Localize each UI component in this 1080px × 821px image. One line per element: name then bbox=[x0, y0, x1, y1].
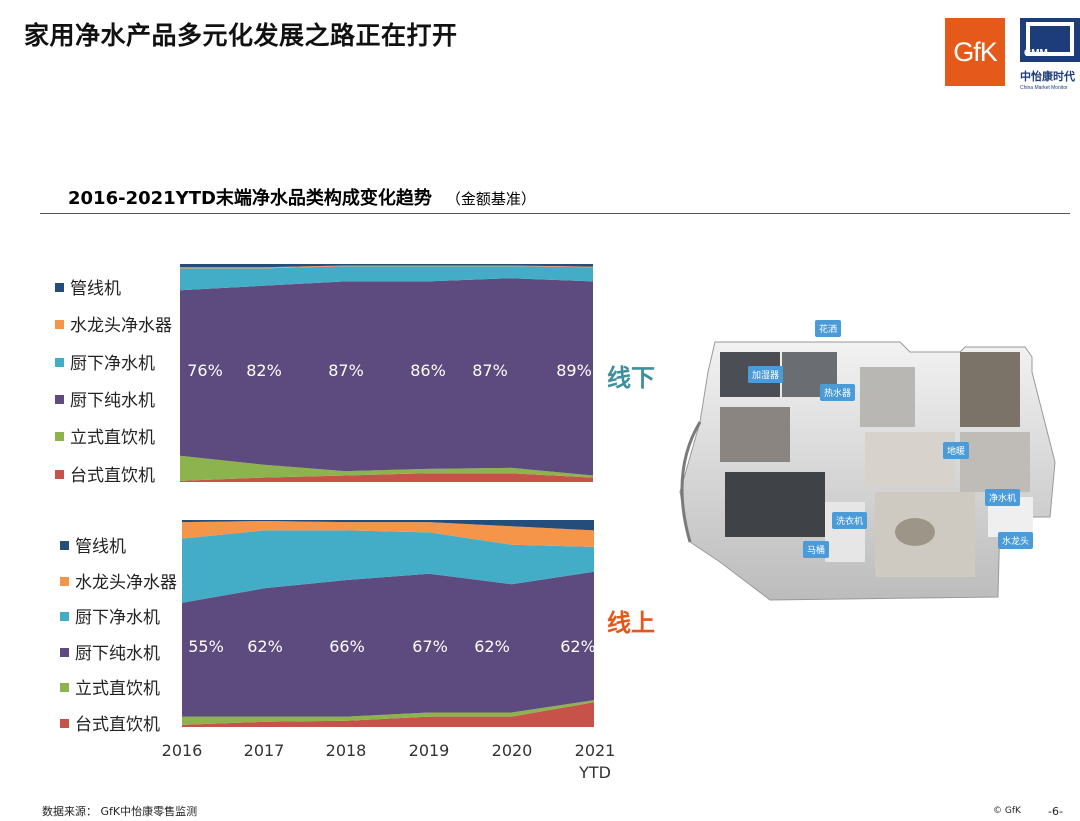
legend-item: 管线机 bbox=[55, 274, 121, 299]
floorplan-tag-faucet: 水龙头 bbox=[998, 532, 1034, 549]
legend-swatch bbox=[55, 357, 64, 367]
legend-label: 管线机 bbox=[70, 279, 121, 299]
chart-subtitle: （金额基准） bbox=[445, 190, 536, 208]
legend-label: 厨下净水机 bbox=[70, 353, 155, 374]
chart-title-text: 2016-2021YTD末端净水品类构成变化趋势 bbox=[68, 188, 432, 209]
gfk-logo: GfK bbox=[945, 18, 1005, 86]
data-label: 55% bbox=[188, 637, 224, 656]
legend-label: 水龙头净水器 bbox=[70, 316, 172, 337]
legend-label: 台式直饮机 bbox=[70, 465, 155, 486]
legend-swatch bbox=[60, 612, 69, 621]
legend-item: 厨下纯水机 bbox=[55, 386, 155, 411]
area-series-厨下净水机 bbox=[180, 266, 593, 291]
floorplan-tag-toilet: 马桶 bbox=[803, 541, 830, 558]
x-tick-label: 2018 bbox=[326, 741, 367, 760]
data-label: 82% bbox=[246, 361, 282, 380]
area-series-立式直饮机 bbox=[180, 455, 593, 481]
data-label: 87% bbox=[328, 361, 364, 380]
page-title: 家用净水产品多元化发展之路正在打开 bbox=[24, 21, 458, 50]
gfk-logo-text: GfK bbox=[953, 36, 998, 67]
data-label: 62% bbox=[560, 637, 596, 656]
legend-label: 厨下纯水机 bbox=[70, 390, 155, 411]
cmm-logo-cn: 中怡康时代 bbox=[1020, 70, 1075, 83]
legend-item: 水龙头净水器 bbox=[60, 568, 177, 593]
floorplan-tag-humidifier: 加湿器 bbox=[748, 366, 784, 383]
legend-label: 台式直饮机 bbox=[75, 714, 160, 735]
legend-item: 水龙头净水器 bbox=[55, 311, 172, 336]
legend-swatch bbox=[60, 718, 69, 728]
page-number: -6- bbox=[1048, 805, 1063, 818]
legend-swatch bbox=[60, 541, 69, 550]
cmm-logo: CMM 中怡康时代 China Market Monitor bbox=[1020, 18, 1080, 98]
area-series-厨下纯水机 bbox=[180, 278, 593, 476]
house-floorplan-illustration: 花洒 加湿器 热水器 地暖 净水机 洗衣机 马桶 水龙头 bbox=[660, 312, 1065, 611]
offline-channel-label: 线下 bbox=[607, 364, 655, 392]
cmm-logo-box-text: CMM bbox=[1024, 48, 1048, 59]
x-tick-label: 2020 bbox=[492, 741, 533, 760]
area-series-水龙头净水器 bbox=[182, 521, 594, 547]
legend-item: 台式直饮机 bbox=[55, 461, 155, 486]
data-label: 67% bbox=[412, 637, 448, 656]
legend-swatch bbox=[55, 283, 64, 292]
data-label: 89% bbox=[556, 361, 592, 380]
legend-item: 管线机 bbox=[60, 532, 126, 557]
floorplan-tag-water-heater: 热水器 bbox=[820, 384, 856, 401]
floorplan-tag-shower: 花洒 bbox=[815, 320, 842, 337]
data-label: 76% bbox=[187, 361, 223, 380]
legend-swatch bbox=[60, 647, 69, 657]
area-series-管线机 bbox=[182, 520, 594, 531]
area-series-水龙头净水器 bbox=[180, 265, 593, 269]
legend-swatch bbox=[60, 576, 69, 586]
data-source-note: 数据来源： GfK中怡康零售监测 bbox=[42, 805, 198, 818]
data-label: 62% bbox=[474, 637, 510, 656]
online-channel-label: 线上 bbox=[607, 609, 655, 637]
legend-item: 厨下净水机 bbox=[60, 603, 160, 628]
cmm-logo-mark: CMM bbox=[1020, 18, 1080, 62]
x-tick-label: 2019 bbox=[409, 741, 450, 760]
offline-area-chart: 76% 82% 87% 86% 87% 89% bbox=[180, 264, 593, 482]
area-series-台式直饮机 bbox=[180, 473, 593, 482]
legend-item: 厨下纯水机 bbox=[60, 639, 160, 664]
area-series-厨下净水机 bbox=[182, 530, 594, 603]
chart-title: 2016-2021YTD末端净水品类构成变化趋势 （金额基准） bbox=[68, 184, 536, 210]
data-label: 86% bbox=[410, 361, 446, 380]
legend-item: 立式直饮机 bbox=[55, 423, 155, 448]
legend-label: 厨下净水机 bbox=[75, 608, 160, 628]
legend-swatch bbox=[55, 469, 64, 479]
x-tick-label: 2021 bbox=[575, 741, 616, 760]
floorplan-tag-washer: 洗衣机 bbox=[832, 512, 868, 529]
legend-swatch bbox=[55, 394, 64, 404]
legend-item: 立式直饮机 bbox=[60, 674, 160, 699]
data-label: 66% bbox=[329, 637, 365, 656]
legend-label: 管线机 bbox=[75, 537, 126, 557]
legend-label: 立式直饮机 bbox=[70, 428, 155, 449]
legend-swatch bbox=[55, 432, 64, 442]
legend-item: 台式直饮机 bbox=[60, 710, 160, 735]
x-tick-label: 2016 bbox=[162, 741, 203, 760]
cmm-logo-en: China Market Monitor bbox=[1020, 85, 1068, 91]
legend-swatch bbox=[55, 320, 64, 330]
floorplan-tag-floor-heating: 地暖 bbox=[943, 442, 970, 459]
data-label: 87% bbox=[472, 361, 508, 380]
title-divider bbox=[40, 213, 1070, 214]
online-area-chart: 55% 62% 66% 67% 62% 62% bbox=[182, 520, 596, 727]
legend-swatch bbox=[60, 683, 69, 692]
area-series-立式直饮机 bbox=[182, 700, 594, 725]
area-series-管线机 bbox=[180, 264, 593, 268]
legend-label: 厨下纯水机 bbox=[75, 643, 160, 664]
copyright-note: © GfK bbox=[993, 806, 1021, 816]
legend-item: 厨下净水机 bbox=[55, 349, 155, 374]
legend-label: 立式直饮机 bbox=[75, 679, 160, 699]
data-label: 62% bbox=[247, 637, 283, 656]
floorplan-drawing bbox=[679, 341, 1056, 601]
legend-label: 水龙头净水器 bbox=[75, 572, 177, 593]
floorplan-tag-water-purifier: 净水机 bbox=[985, 489, 1021, 506]
area-series-厨下纯水机 bbox=[182, 571, 594, 717]
x-tick-label-ytd: YTD bbox=[578, 763, 611, 782]
x-tick-label: 2017 bbox=[244, 741, 285, 760]
area-series-台式直饮机 bbox=[182, 702, 594, 727]
